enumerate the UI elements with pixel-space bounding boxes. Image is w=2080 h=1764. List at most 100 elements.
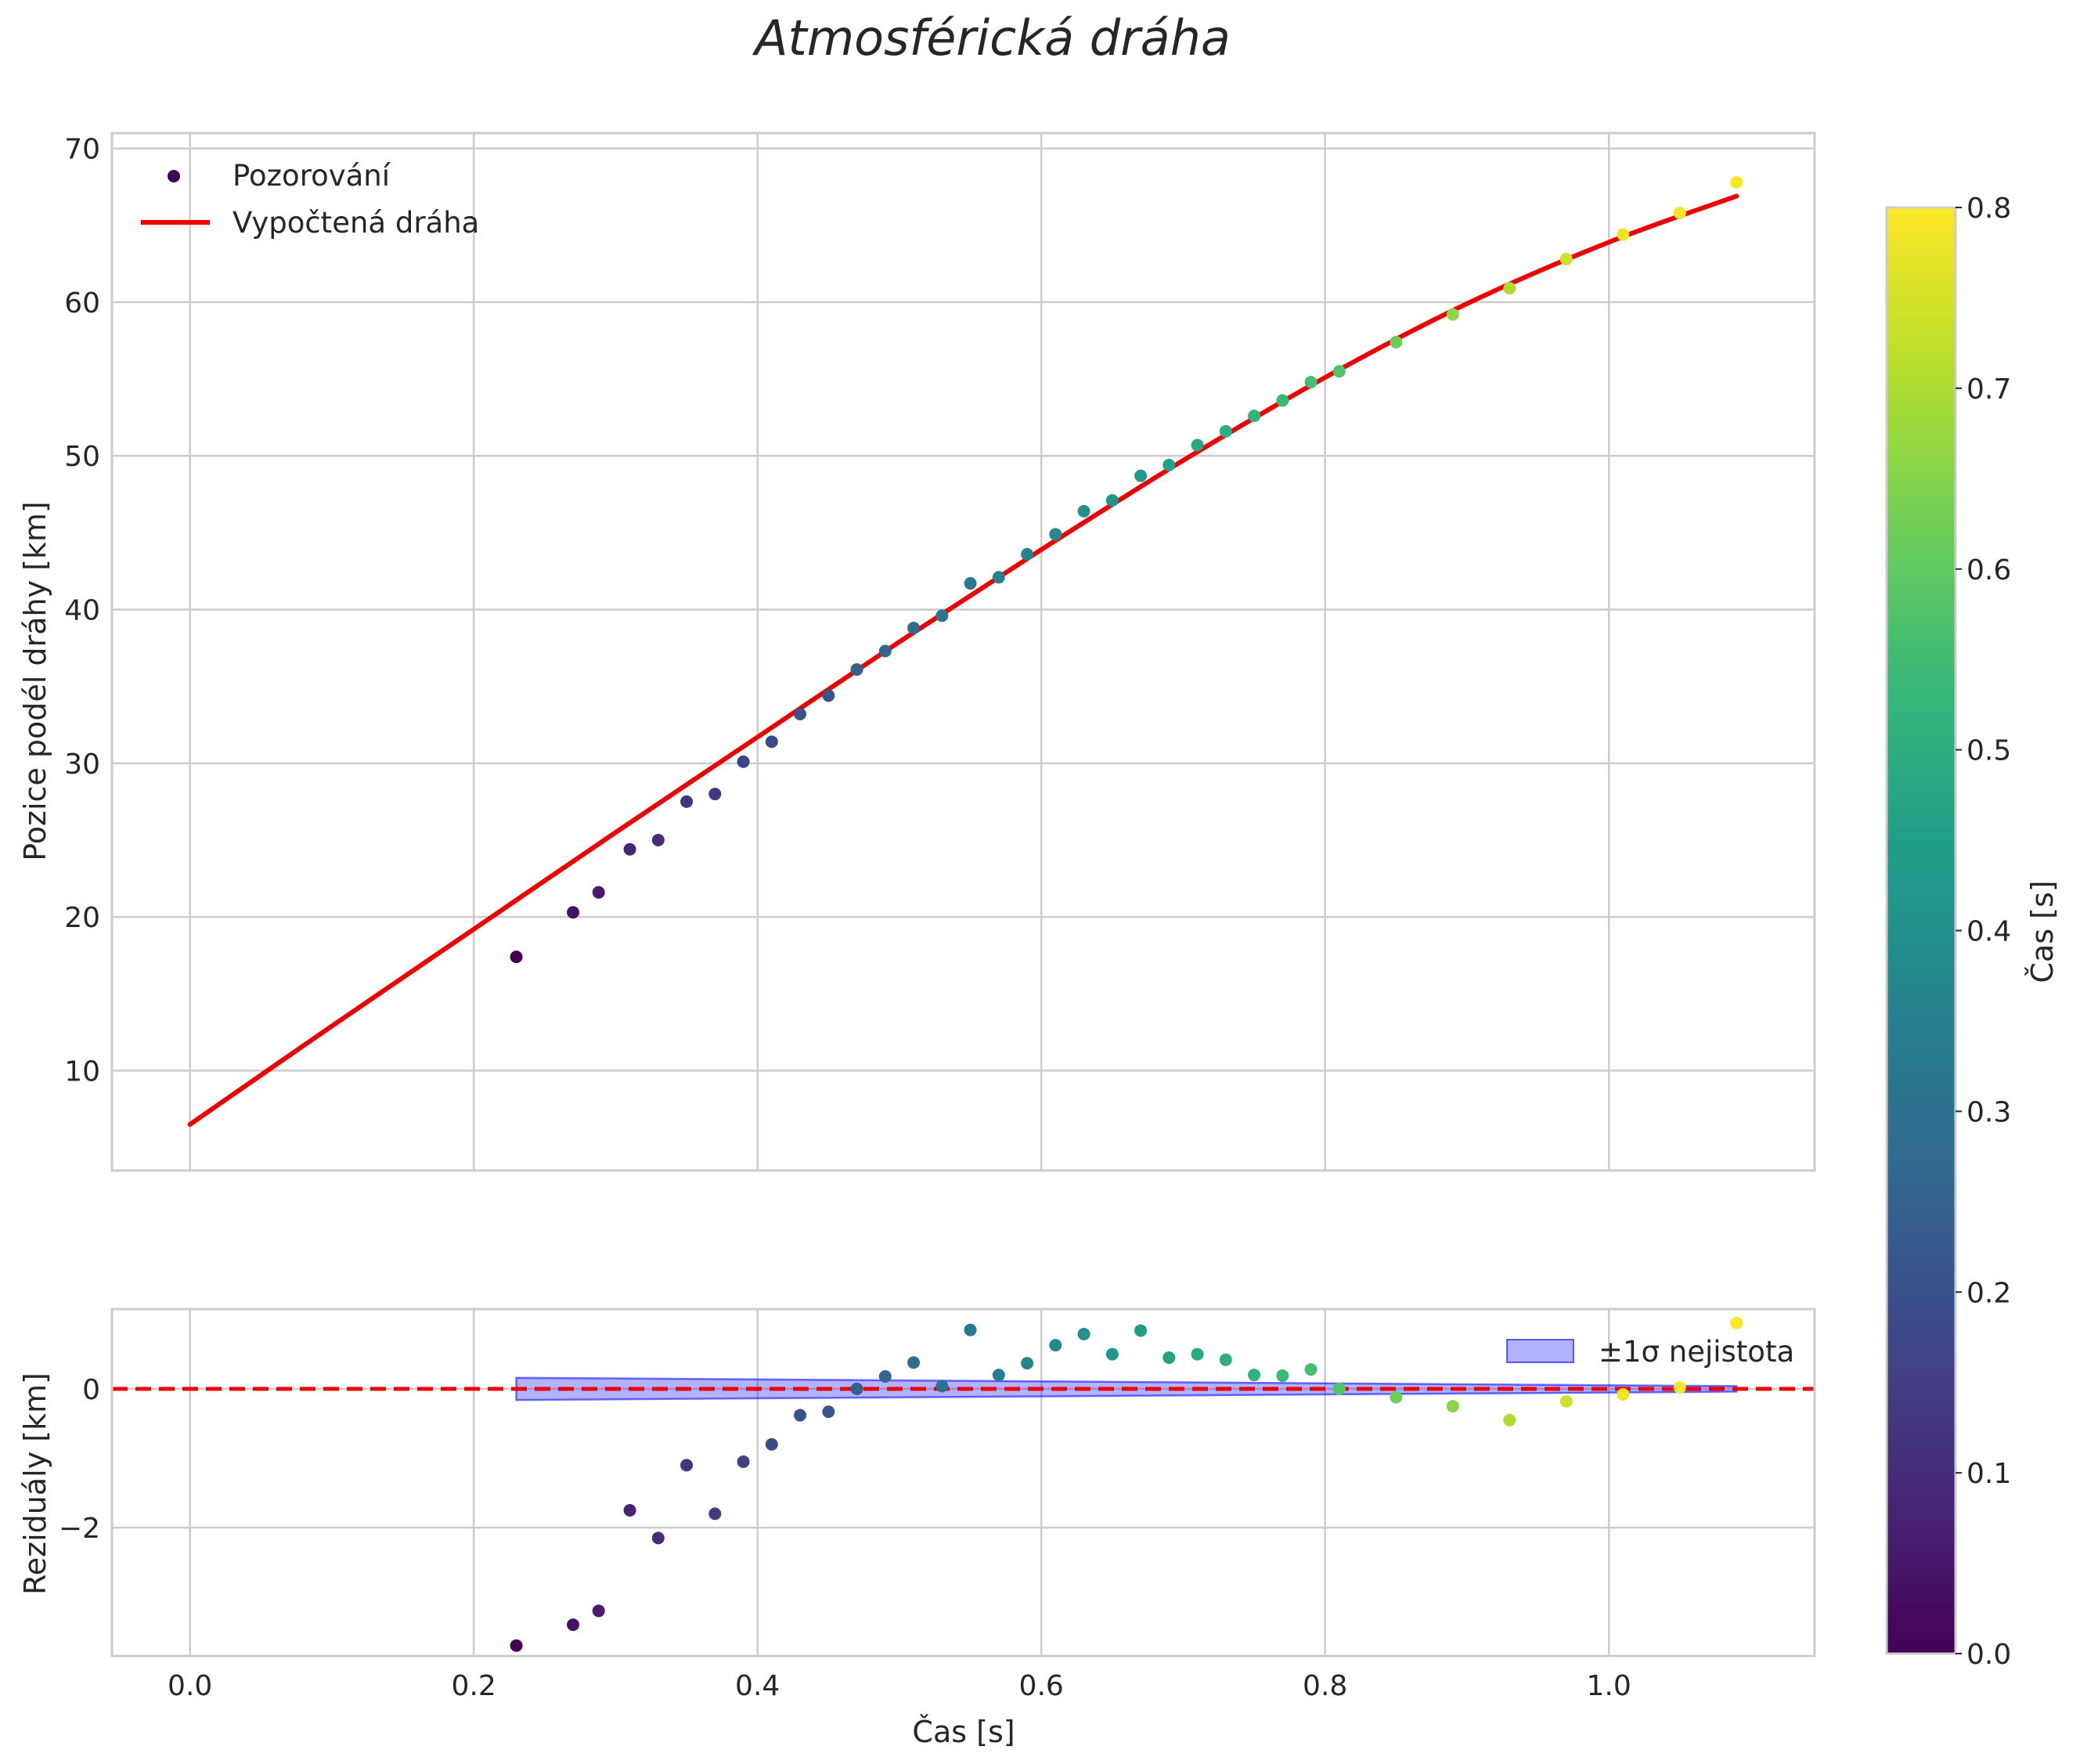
computed-trajectory-line: [187, 193, 1739, 1127]
legend-band-label: ±1σ nejistota: [1599, 1335, 1794, 1369]
residual-point: [651, 1531, 665, 1545]
observation-point: [623, 842, 636, 856]
observation-point: [1446, 308, 1459, 321]
observation-point: [935, 609, 949, 622]
top-y-ticks: 10 20 30 40 50 60 70: [64, 134, 100, 1088]
x-tick-label: 1.0: [1587, 1670, 1631, 1702]
chart-title: Atmosférická dráha: [752, 9, 1231, 67]
observation-point: [964, 577, 977, 590]
observation-point: [1248, 409, 1261, 423]
top-y-tick-label: 30: [64, 749, 100, 781]
observation-point: [1617, 228, 1630, 241]
residual-point: [737, 1455, 750, 1468]
observation-point: [651, 833, 665, 846]
observation-point: [680, 795, 694, 808]
observation-point: [1077, 504, 1090, 518]
residual-point: [680, 1459, 694, 1472]
legend-observations-label: Pozorování: [233, 159, 391, 193]
bottom-axes-frame: [110, 1308, 1816, 1658]
x-tick-label: 0.2: [452, 1670, 496, 1702]
residual-point: [964, 1323, 977, 1337]
residual-point: [1446, 1400, 1459, 1413]
top-y-tick-label: 50: [64, 441, 100, 473]
colorbar-tick-label: 0.7: [1966, 373, 2011, 406]
observation-point: [1730, 175, 1743, 189]
observation-point: [1021, 547, 1034, 561]
top-axes-frame: [110, 132, 1816, 1172]
observation-point: [1332, 365, 1346, 378]
residual-point: [623, 1503, 636, 1517]
x-tick-label: 0.4: [735, 1670, 780, 1702]
trajectory-panel: 10 20 30 40 50 60 70 Pozice podél dráhy [km] P…: [18, 132, 1816, 1172]
observation-point: [1219, 424, 1232, 438]
top-y-tick-label: 20: [64, 902, 100, 934]
residuals-panel: −2 0 0.0 0.2 0.4 0.6 0.8 1.0 Reziduály [km] Ča…: [18, 1308, 1816, 1749]
residual-point: [1332, 1382, 1346, 1395]
residual-point: [878, 1369, 892, 1383]
residual-point: [1191, 1347, 1204, 1361]
residual-point: [765, 1438, 778, 1451]
residual-point: [1673, 1381, 1686, 1394]
colorbar-tick-label: 0.1: [1966, 1458, 2011, 1490]
residual-point: [1390, 1391, 1403, 1404]
x-axis-label: Čas [s]: [912, 1715, 1015, 1749]
residual-point: [1077, 1327, 1090, 1340]
top-y-tick-label: 70: [64, 134, 100, 166]
legend-band-marker: [1506, 1339, 1574, 1363]
residual-point: [1219, 1353, 1232, 1366]
observation-point: [1134, 469, 1148, 482]
observation-point: [794, 708, 807, 720]
x-tick-label: 0.0: [168, 1670, 212, 1702]
colorbar-tick-label: 0.2: [1966, 1277, 2011, 1309]
observation-point: [1503, 282, 1516, 295]
bottom-y-ticks: −2 0: [59, 1374, 100, 1545]
residual-point: [1248, 1369, 1261, 1382]
colorbar-gradient: [1887, 207, 1956, 1654]
observation-point: [1105, 494, 1119, 507]
observation-point: [992, 571, 1005, 584]
observation-point: [1049, 528, 1062, 541]
top-y-tick-label: 40: [64, 595, 100, 627]
top-legend: Pozorování Vypočtená dráha: [141, 159, 479, 240]
top-y-tick-label: 10: [64, 1055, 100, 1088]
residual-point: [794, 1409, 807, 1422]
bottom-y-tick-label: 0: [82, 1374, 100, 1406]
legend-observations-marker: [168, 170, 180, 182]
bottom-legend: ±1σ nejistota: [1506, 1335, 1794, 1369]
residual-point: [1021, 1357, 1034, 1370]
residual-point: [1730, 1316, 1743, 1329]
residual-point: [907, 1356, 921, 1369]
colorbar-tick-label: 0.8: [1966, 193, 2011, 225]
residual-point: [1105, 1347, 1119, 1361]
observation-point: [1276, 394, 1289, 407]
observation-point: [765, 735, 778, 749]
top-y-axis-label: Pozice podél dráhy [km]: [18, 501, 52, 861]
residual-point: [708, 1507, 722, 1521]
observation-point: [878, 644, 892, 658]
observation-point: [907, 622, 921, 635]
observation-point: [850, 663, 863, 676]
top-y-tick-label: 60: [64, 287, 100, 319]
residual-point: [992, 1369, 1005, 1382]
residual-point: [1276, 1369, 1289, 1383]
colorbar-label: Čas [s]: [2025, 880, 2060, 983]
observation-point: [1163, 459, 1176, 471]
observation-point: [1559, 252, 1573, 265]
observation-point: [1191, 438, 1204, 452]
residual-point: [1559, 1394, 1573, 1408]
observation-point: [510, 951, 523, 964]
observation-point: [567, 906, 580, 919]
top-gridlines: [112, 133, 1815, 1171]
residual-point: [1134, 1324, 1148, 1337]
colorbar-tick-label: 0.5: [1966, 735, 2011, 767]
residual-point: [510, 1639, 523, 1652]
observation-point: [1673, 207, 1686, 220]
bottom-y-axis-label: Reziduály [km]: [18, 1373, 52, 1595]
colorbar-tick-label: 0.0: [1966, 1639, 2011, 1671]
colorbar-tick-label: 0.3: [1966, 1096, 2011, 1128]
observation-point: [592, 886, 605, 899]
residual-point: [1163, 1351, 1176, 1365]
residual-point: [592, 1604, 605, 1618]
computed-trajectory-layer: [187, 193, 1739, 1127]
